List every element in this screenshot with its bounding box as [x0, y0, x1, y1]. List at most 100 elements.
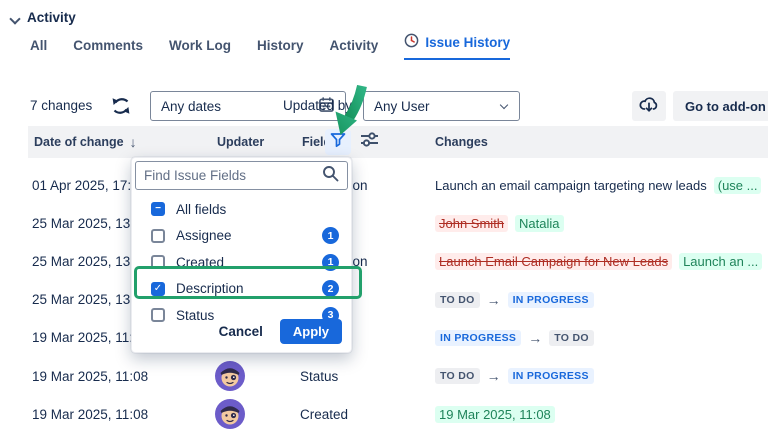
date-filter-input[interactable]: Any dates — [150, 91, 346, 121]
field-option-description[interactable]: ✓ Description 2 — [132, 276, 351, 303]
tab-label: Comments — [73, 38, 144, 53]
row-changes: TO DO → IN PROGRESS — [435, 281, 594, 319]
row-date: 19 Mar 2025, 11:08 — [32, 406, 149, 422]
history-rows: 01 Apr 2025, 17:0 Description Launch an em… — [0, 166, 768, 433]
change-removed: Launch Email Campaign for New Leads — [435, 252, 673, 270]
change-text: Launch an email campaign targeting new l… — [435, 177, 707, 193]
field-option-created[interactable]: Created 1 — [132, 249, 351, 276]
collapse-chevron-icon[interactable] — [10, 13, 20, 23]
column-field: Field — [302, 135, 332, 149]
table-row: 19 Mar 2025, 11:08 Created 19 Mar 2025, 11… — [0, 395, 768, 433]
chevron-down-icon — [500, 102, 509, 111]
change-removed: John Smith — [435, 214, 509, 232]
change-added: (use ... — [713, 176, 762, 194]
changes-count: 7 changes — [30, 98, 93, 113]
user-filter-select[interactable]: Any User — [363, 91, 520, 121]
change-added: 19 Mar 2025, 11:08 — [435, 405, 555, 423]
row-changes: John Smith Natalia — [435, 204, 564, 242]
sliders-icon — [360, 130, 379, 154]
checkbox-checked-icon[interactable]: ✓ — [151, 281, 165, 296]
row-changes: Launch Email Campaign for New Leads Launc… — [435, 242, 768, 280]
table-row: 19 Mar 2025, 11:0 IN PROGRESS → TO DO — [0, 319, 768, 357]
change-lozenge-gray: TO DO — [435, 291, 480, 308]
tab-all[interactable]: All — [30, 38, 47, 60]
export-button[interactable] — [632, 91, 666, 121]
apply-button[interactable]: Apply — [279, 319, 342, 344]
tab-label: Issue History — [425, 34, 511, 50]
tab-label: Activity — [329, 38, 379, 53]
tab-comments[interactable]: Comments — [73, 38, 143, 60]
date-filter-value: Any dates — [161, 98, 222, 114]
cloud-download-icon — [638, 94, 660, 119]
row-changes: TO DO → IN PROGRESS — [435, 357, 594, 395]
sort-desc-icon[interactable]: ↓ — [129, 134, 137, 150]
column-settings-button[interactable] — [357, 130, 381, 154]
column-changes: Changes — [435, 135, 488, 149]
go-to-addon-button[interactable]: Go to add-on — [673, 91, 768, 121]
checkbox-unchecked-icon[interactable] — [151, 255, 165, 270]
table-row: 19 Mar 2025, 11:08 Status TO DO → IN PROGRES… — [0, 357, 768, 395]
count-badge: 2 — [322, 280, 339, 298]
tab-label: History — [257, 38, 304, 53]
tab-issue-history[interactable]: Issue History — [404, 33, 511, 60]
change-lozenge-blue: IN PROGRESS — [507, 291, 594, 308]
change-added: Natalia — [515, 214, 564, 232]
row-date: 25 Mar 2025, 13:4 — [32, 253, 142, 269]
field-option-label: Description — [176, 281, 244, 297]
page-title: Activity — [27, 10, 76, 25]
history-clock-icon — [404, 33, 419, 51]
checkbox-unchecked-icon[interactable] — [151, 308, 165, 323]
change-lozenge-blue: IN PROGRESS — [507, 368, 594, 385]
updater-avatar — [215, 399, 245, 430]
row-field: Status — [300, 368, 339, 384]
row-changes: Launch an email campaign targeting new l… — [435, 166, 768, 204]
change-lozenge-gray: TO DO — [549, 329, 594, 346]
field-search-input[interactable] — [144, 168, 316, 183]
filter-funnel-icon — [330, 132, 346, 153]
change-lozenge-blue: IN PROGRESS — [435, 329, 522, 346]
table-header: Date of change ↓ Updater Field Changes — [28, 126, 768, 158]
field-search-box[interactable] — [135, 161, 348, 190]
table-row: 25 Mar 2025, 13:5 John Smith Natalia — [0, 204, 768, 242]
cancel-button[interactable]: Cancel — [218, 324, 263, 339]
activity-section-header: Activity — [10, 10, 76, 25]
row-date: 25 Mar 2025, 13:4 — [32, 292, 142, 308]
transition-arrow-icon: → — [486, 368, 501, 385]
field-filter-dropdown: −All fields Assignee 1 Created 1 ✓ Description… — [131, 157, 352, 353]
tab-label: All — [30, 38, 48, 53]
updated-by-label: Updated by — [283, 98, 353, 113]
count-badge: 1 — [322, 227, 339, 245]
activity-tabs: All Comments Work Log History Activity Issue … — [30, 33, 511, 60]
field-option-all-fields[interactable]: − All fields — [132, 196, 351, 223]
refresh-icon[interactable] — [110, 95, 132, 117]
field-filter-button[interactable] — [325, 129, 351, 155]
row-field: Created — [300, 406, 349, 422]
row-date: 19 Mar 2025, 11:08 — [32, 368, 149, 384]
field-option-label: Status — [176, 307, 215, 323]
count-badge: 1 — [322, 253, 339, 271]
table-row: 01 Apr 2025, 17:0DescriptionLaunch an em… — [0, 166, 768, 204]
column-updater: Updater — [217, 135, 265, 149]
row-date: 25 Mar 2025, 13:5 — [32, 215, 142, 231]
row-date: 19 Mar 2025, 11:0 — [32, 330, 141, 346]
change-lozenge-gray: TO DO — [435, 368, 480, 385]
calendar-icon — [318, 96, 335, 116]
table-row: 25 Mar 2025, 13:4 TO DO → IN PROGRESS — [0, 281, 768, 319]
table-row: 25 Mar 2025, 13:4DescriptionLaunch Email… — [0, 242, 768, 280]
row-changes: 19 Mar 2025, 11:08 — [435, 395, 555, 433]
field-option-label: Assignee — [176, 228, 232, 244]
field-option-label: All fields — [176, 201, 227, 217]
transition-arrow-icon: → — [528, 329, 543, 346]
column-date-of-change[interactable]: Date of change — [34, 135, 124, 149]
user-filter-value: Any User — [374, 98, 430, 114]
checkbox-unchecked-icon[interactable] — [151, 228, 165, 243]
tab-label: Work Log — [169, 38, 232, 53]
checkbox-indeterminate-icon[interactable]: − — [151, 202, 165, 217]
tab-activity[interactable]: Activity — [330, 38, 379, 60]
change-added: Launch an ... — [679, 252, 763, 270]
updater-avatar — [215, 360, 245, 391]
tab-work-log[interactable]: Work Log — [169, 38, 231, 60]
tab-history[interactable]: History — [257, 38, 304, 60]
search-icon — [322, 165, 339, 187]
field-option-assignee[interactable]: Assignee 1 — [132, 223, 351, 250]
